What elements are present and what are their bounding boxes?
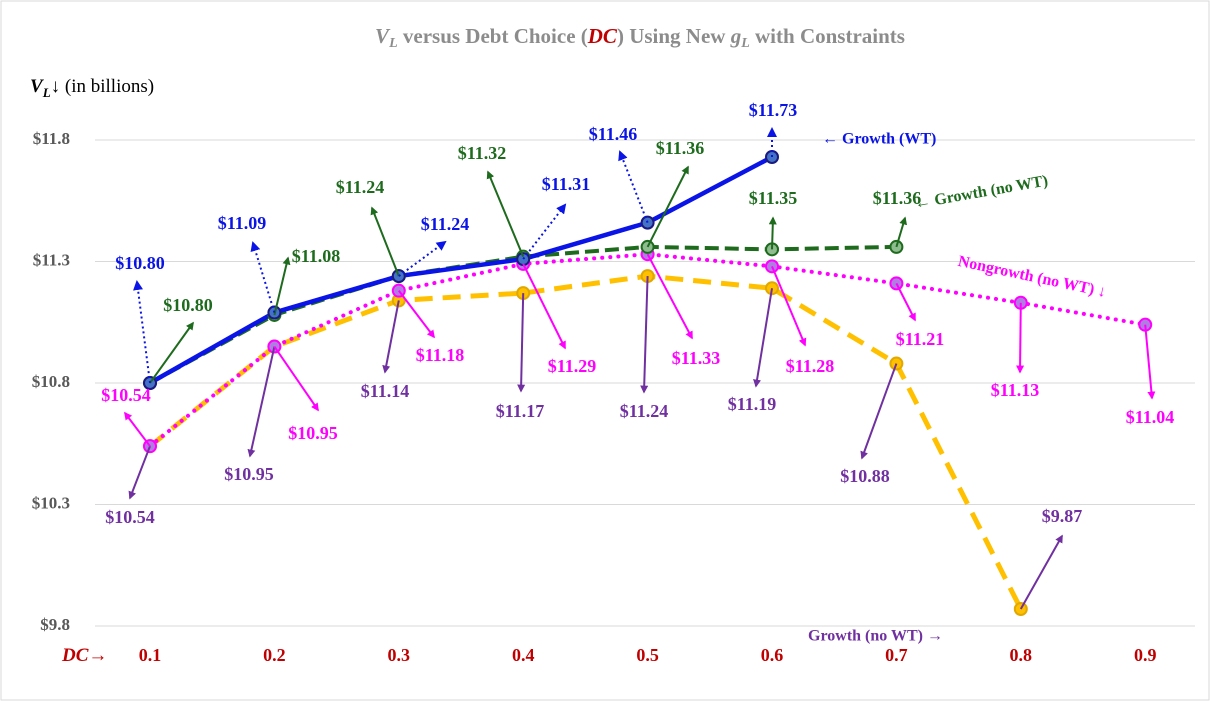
x-tick-label: 0.6: [761, 645, 784, 665]
value-label: $10.95: [288, 423, 338, 443]
value-label: $10.54: [101, 385, 151, 405]
label-part: ↓ (in billions): [51, 76, 154, 97]
leader-arrow: [522, 203, 567, 260]
value-label: $10.80: [163, 295, 213, 315]
value-label: $11.46: [589, 124, 638, 144]
leader-arrow: [370, 206, 400, 277]
label-part: →: [88, 645, 107, 666]
value-label: $11.33: [672, 348, 721, 368]
leader-arrow: [768, 216, 777, 250]
value-label: $11.32: [458, 143, 507, 163]
x-tick-label: 0.1: [139, 645, 162, 665]
value-label: $9.87: [1042, 506, 1083, 526]
x-tick-label: 0.3: [388, 645, 411, 665]
leader-arrow: [273, 256, 291, 316]
value-label: $10.54: [105, 507, 155, 527]
x-tick-label: 0.7: [885, 645, 908, 665]
chart-title: VL versus Debt Choice (DC) Using New gL …: [375, 24, 905, 51]
value-label: $11.36: [656, 138, 705, 158]
leader-arrow: [860, 363, 898, 460]
value-label: $11.19: [728, 394, 777, 414]
leader-arrow: [1016, 302, 1025, 374]
leader-arrow: [646, 165, 689, 248]
leader-arrow: [250, 241, 276, 313]
value-label: $11.29: [548, 356, 597, 376]
x-tick-label: 0.4: [512, 645, 535, 665]
leader-arrow: [895, 282, 916, 322]
leader-arrow: [1144, 324, 1156, 400]
y-tick-label: $10.3: [32, 493, 70, 512]
value-label: $11.24: [336, 177, 385, 197]
leader-arrow: [522, 263, 566, 350]
value-label: $11.13: [991, 380, 1040, 400]
y-tick-label: $10.8: [32, 372, 70, 391]
value-label: $11.04: [1126, 407, 1175, 427]
leader-arrow: [895, 216, 908, 248]
title-part: L: [740, 36, 750, 51]
x-tick-label: 0.9: [1134, 645, 1157, 665]
leader-arrow: [646, 253, 693, 340]
value-label: $11.73: [749, 100, 798, 120]
title-part: ) Using New: [617, 24, 731, 48]
legend-label: ← Growth (WT): [822, 131, 936, 148]
leader-arrow: [517, 293, 526, 393]
leader-arrow: [771, 265, 807, 347]
value-label: $11.18: [416, 345, 465, 365]
leader-arrow: [1019, 534, 1063, 610]
y-tick-label: $9.8: [40, 615, 70, 634]
x-tick-label: 0.8: [1010, 645, 1033, 665]
legend-label: Growth (no WT) →: [808, 628, 943, 645]
y-axis-label: VL↓ (in billions): [30, 76, 154, 100]
label-part: DC: [61, 645, 89, 666]
leader-arrow: [273, 345, 319, 412]
value-label: $11.24: [620, 401, 669, 421]
title-part: V: [375, 24, 391, 48]
value-label: $11.36: [873, 188, 922, 208]
value-label: $11.28: [786, 356, 835, 376]
x-axis-label: DC→: [61, 645, 107, 666]
x-tick-label: 0.2: [263, 645, 286, 665]
leader-arrow: [124, 411, 151, 447]
title-part: DC: [587, 24, 618, 48]
value-label: $11.35: [749, 188, 798, 208]
value-label: $10.95: [224, 464, 274, 484]
series-line: [148, 273, 1024, 611]
label-part: L: [42, 85, 51, 100]
title-part: with Constraints: [750, 24, 905, 48]
value-label: $11.31: [542, 174, 591, 194]
y-tick-label: $11.3: [33, 250, 70, 269]
title-part: g: [730, 24, 742, 48]
y-tick-label: $11.8: [33, 129, 70, 148]
value-label: $10.88: [840, 466, 890, 486]
value-label: $11.17: [496, 401, 545, 421]
value-label: $11.09: [218, 213, 267, 233]
series-line: [147, 154, 775, 386]
label-part: V: [30, 76, 44, 97]
x-tick-label: 0.5: [636, 645, 659, 665]
leader-arrow: [640, 276, 649, 394]
series-line: [148, 252, 1148, 449]
leader-arrow: [486, 170, 525, 258]
leader-arrow: [128, 445, 151, 500]
value-label: $11.24: [421, 214, 470, 234]
leader-arrow: [133, 280, 151, 384]
leader-arrow: [382, 300, 400, 374]
value-label: $10.80: [115, 253, 165, 273]
leader-arrow: [149, 321, 194, 384]
value-label: $11.08: [292, 246, 341, 266]
value-label: $11.14: [361, 381, 410, 401]
leader-arrow: [753, 288, 773, 388]
title-part: versus Debt Choice (: [398, 24, 588, 48]
leader-arrow: [398, 290, 435, 339]
title-part: L: [388, 36, 398, 51]
leader-arrow: [247, 346, 276, 458]
value-label: $11.21: [896, 329, 945, 349]
